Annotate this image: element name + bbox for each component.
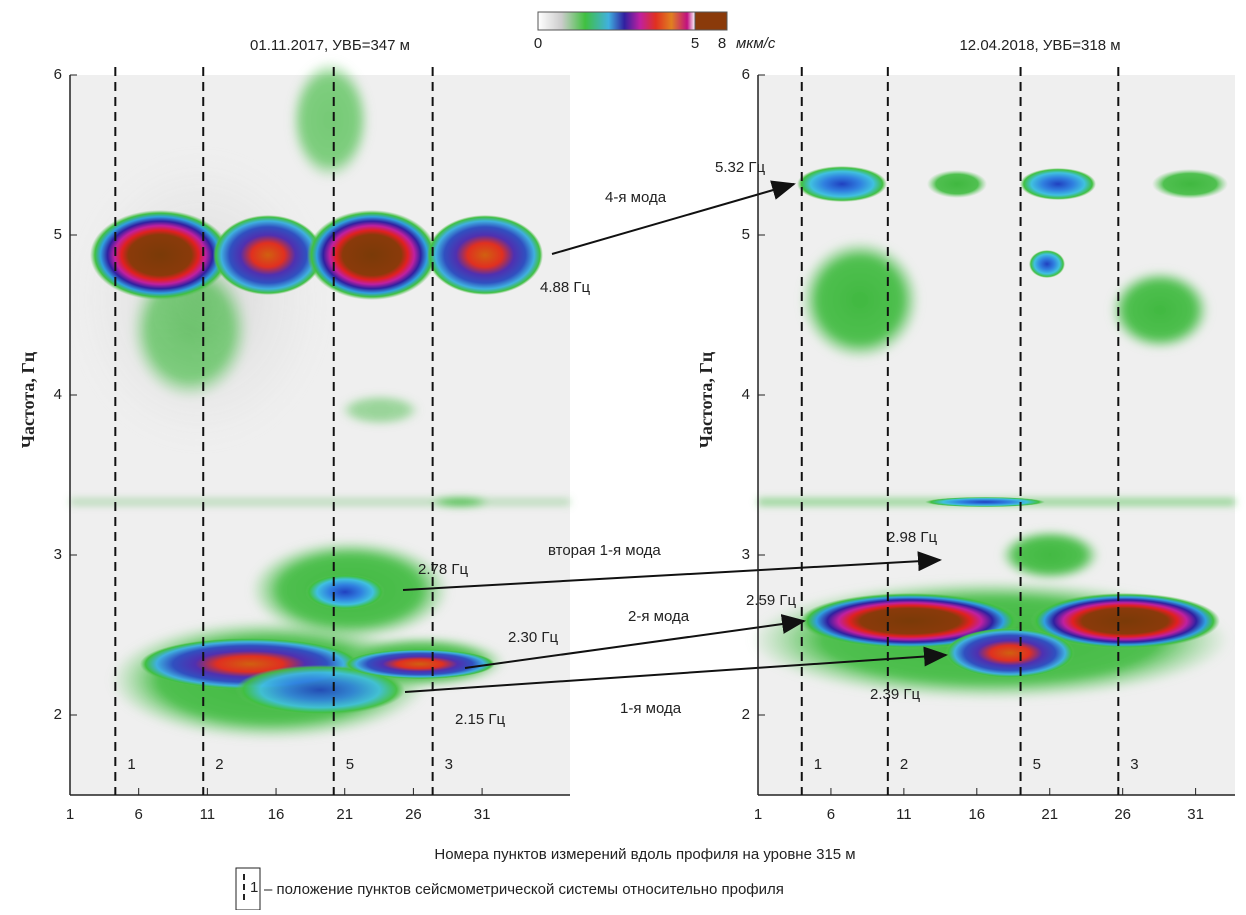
y-axis-label: Частота, Гц	[696, 351, 716, 448]
x-tick-label: 6	[827, 806, 835, 823]
x-tick-label: 6	[135, 806, 143, 823]
arrow	[464, 614, 806, 669]
colorbar-tick: 5	[691, 35, 699, 52]
x-axis-label: Номера пунктов измерений вдоль профиля н…	[434, 846, 855, 863]
colorbar-top	[694, 11, 728, 31]
x-tick-label: 1	[754, 806, 762, 823]
x-tick-label: 31	[474, 806, 491, 823]
station-label: 2	[215, 756, 223, 773]
panel-title: 12.04.2018, УВБ=318 м	[959, 37, 1120, 54]
annotation: 2.15 Гц	[455, 711, 505, 728]
y-tick-label: 3	[742, 546, 750, 563]
y-tick-label: 4	[54, 386, 62, 403]
legend-label: 1	[250, 879, 258, 896]
annotation: 2.39 Гц	[870, 686, 920, 703]
x-tick-label: 21	[1041, 806, 1058, 823]
y-tick-label: 6	[742, 66, 750, 83]
colorbar-unit: мкм/с	[736, 35, 776, 52]
station-label: 5	[346, 756, 354, 773]
annotation: 2.59 Гц	[746, 592, 796, 609]
heatmap-right-peaks	[797, 166, 1228, 678]
y-tick-label: 5	[54, 226, 62, 243]
x-tick-label: 21	[336, 806, 353, 823]
x-tick-label: 26	[1114, 806, 1131, 823]
station-label: 1	[814, 756, 822, 773]
x-tick-label: 16	[268, 806, 285, 823]
legend-text: – положение пунктов сейсмометрической си…	[264, 881, 784, 898]
station-label: 3	[1130, 756, 1138, 773]
arrow	[551, 180, 796, 255]
x-tick-label: 26	[405, 806, 422, 823]
panel-title: 01.11.2017, УВБ=347 м	[250, 37, 410, 54]
y-tick-label: 2	[54, 706, 62, 723]
y-tick-label: 6	[54, 66, 62, 83]
x-tick-label: 11	[896, 806, 912, 823]
y-tick-label: 5	[742, 226, 750, 243]
arrow-label: 1-я мода	[620, 700, 682, 717]
y-tick-label: 2	[742, 706, 750, 723]
y-axis-label: Частота, Гц	[18, 351, 38, 448]
annotation: 2.30 Гц	[508, 629, 558, 646]
y-tick-label: 4	[742, 386, 750, 403]
colorbar	[537, 11, 696, 31]
annotation: 2.98 Гц	[887, 529, 937, 546]
arrow-label: 4-я мода	[605, 189, 667, 206]
station-label: 3	[445, 756, 453, 773]
annotation: 2.78 Гц	[418, 561, 468, 578]
x-tick-label: 31	[1187, 806, 1204, 823]
arrow-label: 2-я мода	[628, 608, 690, 625]
arrow	[402, 551, 942, 591]
arrow-label: вторая 1-я мода	[548, 542, 661, 559]
colorbar-tick: 8	[718, 35, 726, 52]
heatmap-left-peaks	[90, 210, 543, 715]
x-tick-label: 16	[968, 806, 985, 823]
annotation: 4.88 Гц	[540, 279, 590, 296]
annotation: 5.32 Гц	[715, 159, 765, 176]
arrow	[404, 646, 948, 693]
y-tick-label: 3	[54, 546, 62, 563]
colorbar-tick: 0	[534, 35, 542, 52]
x-tick-label: 11	[200, 806, 216, 823]
station-label: 5	[1033, 756, 1041, 773]
station-label: 1	[127, 756, 135, 773]
station-label: 2	[900, 756, 908, 773]
x-tick-label: 1	[66, 806, 74, 823]
